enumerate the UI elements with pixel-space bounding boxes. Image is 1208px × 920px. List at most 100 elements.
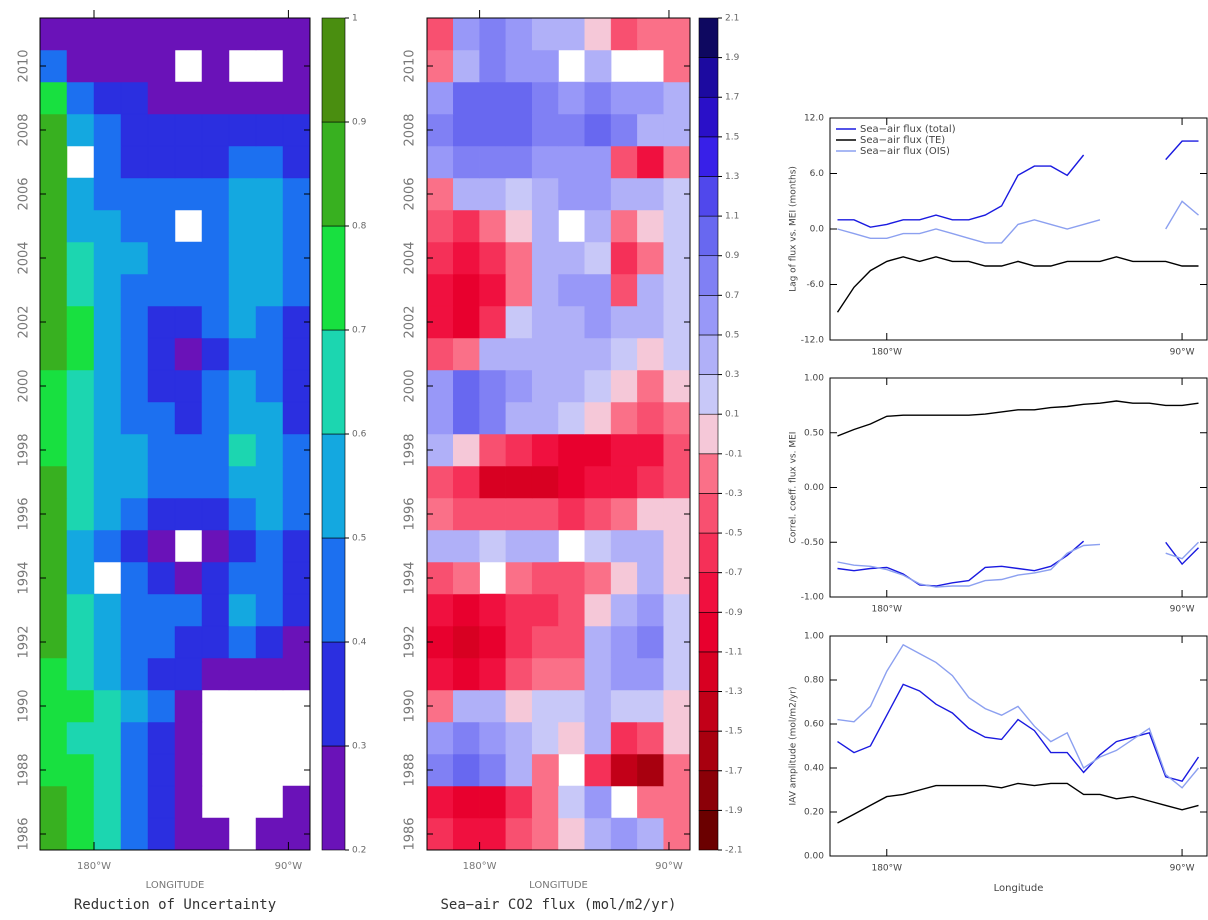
colorbar-label: 0.5 — [352, 534, 366, 544]
y-tick-label: 0.0 — [810, 225, 825, 235]
heatmap-cell — [201, 145, 230, 179]
heatmap-cell — [255, 593, 284, 627]
heatmap-cell — [282, 785, 311, 819]
colorbar-segment — [698, 295, 719, 336]
heatmap-cell — [558, 657, 586, 691]
colorbar-segment — [698, 17, 719, 58]
heatmap-cell — [39, 145, 68, 179]
heatmap-cell — [610, 401, 638, 435]
heatmap-cell — [66, 561, 95, 595]
series-line — [837, 782, 1199, 824]
heatmap-cell — [479, 17, 507, 51]
heatmap-cell — [93, 369, 122, 403]
series-line — [837, 400, 1199, 437]
heatmap-cell — [505, 561, 533, 595]
colorbar-label: 0.3 — [352, 742, 366, 752]
heatmap-cell — [637, 721, 664, 755]
heatmap-cell — [479, 369, 507, 403]
x-tick-label: 90°W — [275, 861, 303, 872]
heatmap-cell — [505, 177, 533, 211]
heatmap-cell — [228, 625, 257, 659]
heatmap-cell — [453, 81, 480, 115]
heatmap-cell — [584, 369, 612, 403]
heatmap-cell — [505, 529, 533, 563]
heatmap-cell — [93, 113, 122, 147]
heatmap-cell — [120, 593, 149, 627]
heatmap-cell — [120, 145, 149, 179]
y-tick-label: 2000 — [403, 369, 418, 402]
heatmap-cell — [228, 657, 257, 691]
colorbar-segment — [698, 96, 719, 138]
heatmap-cell — [610, 593, 638, 627]
colorbar-segment — [321, 225, 346, 331]
heatmap-cell — [584, 145, 612, 179]
heatmap-cell — [282, 401, 311, 435]
heatmap-cell — [66, 689, 95, 723]
heatmap-cell — [637, 273, 664, 307]
heatmap-cell — [505, 113, 533, 147]
heatmap-cell — [174, 273, 203, 307]
heatmap-cell — [174, 337, 203, 371]
heatmap-cell — [531, 497, 559, 531]
heatmap-cell — [610, 433, 638, 467]
colorbar-label: -0.7 — [725, 568, 743, 578]
heatmap-cell — [584, 273, 612, 307]
heatmap-cell — [282, 81, 311, 115]
heatmap-cell — [505, 817, 533, 851]
heatmap-cell — [479, 81, 507, 115]
heatmap-cell — [610, 209, 638, 243]
heatmap-cell — [558, 401, 586, 435]
heatmap-cell — [453, 177, 480, 211]
heatmap-cell — [147, 17, 176, 51]
heatmap-cell — [147, 721, 176, 755]
heatmap-cell — [558, 817, 586, 851]
heatmap-cell — [531, 529, 559, 563]
series-line — [1165, 200, 1199, 230]
heatmap-cell — [505, 241, 533, 275]
y-tick-label: 6.0 — [810, 169, 825, 179]
heatmap-cell — [531, 369, 559, 403]
heatmap-cell — [255, 497, 284, 531]
heatmap-cell — [66, 497, 95, 531]
heatmap-cell — [453, 625, 480, 659]
heatmap-cell — [66, 49, 95, 83]
heatmap-cell — [93, 209, 122, 243]
heatmap-cell — [282, 337, 311, 371]
heatmap-cell — [505, 273, 533, 307]
heatmap-cell — [584, 785, 612, 819]
heatmap-cell — [453, 145, 480, 179]
heatmap-cell — [93, 241, 122, 275]
heatmap-cell — [610, 273, 638, 307]
colorbar-segment — [321, 433, 346, 539]
heatmap-cell — [637, 817, 664, 851]
heatmap-cell — [584, 657, 612, 691]
heatmap-cell — [93, 145, 122, 179]
heatmap-cell — [93, 529, 122, 563]
heatmap-cell — [584, 561, 612, 595]
heatmap-cell — [610, 81, 638, 115]
heatmap-cell — [531, 785, 559, 819]
heatmap-cell — [147, 81, 176, 115]
y-tick-label: -1.00 — [801, 593, 825, 603]
colorbar-segment — [321, 17, 346, 123]
colorbar-segment — [698, 572, 719, 613]
heatmap-cell — [584, 433, 612, 467]
colorbar-label: 0.7 — [352, 326, 366, 336]
heatmap-cell — [426, 657, 454, 691]
y-tick-label: 2006 — [17, 177, 32, 210]
heatmap-cell — [255, 625, 284, 659]
heatmap-cell — [255, 305, 284, 339]
heatmap-cell — [147, 177, 176, 211]
heatmap-cell — [255, 209, 284, 243]
heatmap-cell — [201, 305, 230, 339]
heatmap-cell — [610, 241, 638, 275]
heatmap-cell — [174, 785, 203, 819]
y-axis-label: IAV amplitude (mol/m2/yr) — [789, 687, 799, 806]
y-tick-label: 2010 — [17, 49, 32, 82]
x-tick-label: 90°W — [1170, 864, 1195, 874]
heatmap-cell — [282, 529, 311, 563]
colorbar-label: -1.3 — [725, 687, 743, 697]
heatmap-cell — [637, 465, 664, 499]
heatmap-cell — [610, 625, 638, 659]
heatmap-cell — [201, 657, 230, 691]
